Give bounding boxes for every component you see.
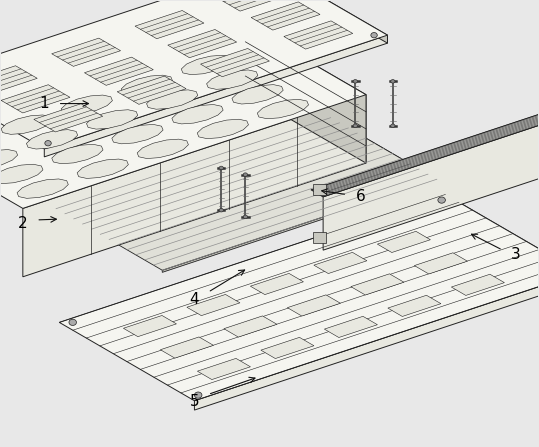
- Polygon shape: [330, 118, 437, 181]
- Circle shape: [353, 124, 357, 127]
- Polygon shape: [52, 38, 121, 66]
- Circle shape: [219, 208, 223, 212]
- Polygon shape: [77, 159, 128, 178]
- Circle shape: [353, 80, 357, 83]
- Polygon shape: [117, 76, 186, 104]
- Text: 2: 2: [18, 216, 27, 231]
- Polygon shape: [112, 124, 163, 144]
- Bar: [313, 232, 326, 243]
- Polygon shape: [197, 358, 251, 380]
- Polygon shape: [61, 95, 113, 114]
- Polygon shape: [250, 274, 303, 295]
- Polygon shape: [137, 139, 189, 159]
- Polygon shape: [206, 70, 258, 89]
- Polygon shape: [245, 25, 366, 163]
- Polygon shape: [201, 48, 270, 77]
- Polygon shape: [0, 0, 388, 149]
- Circle shape: [243, 173, 247, 177]
- Polygon shape: [388, 295, 441, 316]
- Polygon shape: [168, 30, 237, 58]
- Polygon shape: [224, 316, 277, 337]
- Polygon shape: [17, 179, 68, 198]
- Polygon shape: [56, 118, 437, 270]
- Polygon shape: [0, 150, 18, 169]
- Polygon shape: [59, 194, 539, 401]
- Polygon shape: [232, 84, 283, 104]
- Polygon shape: [314, 253, 367, 274]
- Polygon shape: [451, 274, 505, 295]
- Circle shape: [45, 140, 51, 146]
- Polygon shape: [251, 2, 320, 30]
- Polygon shape: [218, 0, 287, 11]
- Polygon shape: [414, 253, 467, 274]
- Text: 5: 5: [190, 394, 199, 409]
- Polygon shape: [135, 10, 204, 39]
- Polygon shape: [323, 97, 539, 250]
- Polygon shape: [0, 25, 366, 208]
- Text: 4: 4: [190, 291, 199, 307]
- Polygon shape: [44, 35, 388, 157]
- Polygon shape: [311, 90, 539, 197]
- Polygon shape: [23, 95, 366, 277]
- Text: 1: 1: [39, 96, 49, 111]
- Polygon shape: [351, 274, 404, 295]
- Polygon shape: [287, 295, 341, 316]
- Circle shape: [391, 80, 395, 83]
- Text: 6: 6: [356, 190, 365, 204]
- Polygon shape: [34, 104, 103, 132]
- Circle shape: [243, 215, 247, 219]
- Polygon shape: [257, 99, 308, 119]
- Polygon shape: [377, 232, 431, 253]
- Polygon shape: [261, 337, 314, 358]
- Polygon shape: [195, 273, 539, 410]
- Polygon shape: [284, 21, 353, 49]
- Polygon shape: [1, 85, 70, 113]
- Polygon shape: [0, 66, 37, 94]
- Polygon shape: [324, 316, 377, 337]
- Polygon shape: [181, 55, 232, 75]
- Circle shape: [371, 33, 377, 38]
- Polygon shape: [172, 105, 223, 124]
- Text: 3: 3: [512, 247, 521, 262]
- Polygon shape: [0, 164, 43, 184]
- Polygon shape: [187, 295, 240, 316]
- Polygon shape: [123, 316, 176, 337]
- Polygon shape: [267, 0, 388, 43]
- Polygon shape: [1, 115, 52, 135]
- Polygon shape: [147, 90, 198, 109]
- Circle shape: [391, 124, 395, 127]
- Circle shape: [69, 319, 77, 325]
- Polygon shape: [161, 337, 213, 358]
- Circle shape: [219, 166, 223, 170]
- Polygon shape: [445, 194, 539, 282]
- Polygon shape: [52, 144, 103, 164]
- Polygon shape: [162, 179, 437, 272]
- Polygon shape: [86, 110, 138, 129]
- Polygon shape: [26, 130, 78, 149]
- Polygon shape: [121, 75, 172, 94]
- Bar: [313, 184, 326, 195]
- Polygon shape: [85, 57, 153, 85]
- Polygon shape: [197, 119, 248, 139]
- Circle shape: [195, 392, 202, 398]
- Circle shape: [438, 197, 445, 203]
